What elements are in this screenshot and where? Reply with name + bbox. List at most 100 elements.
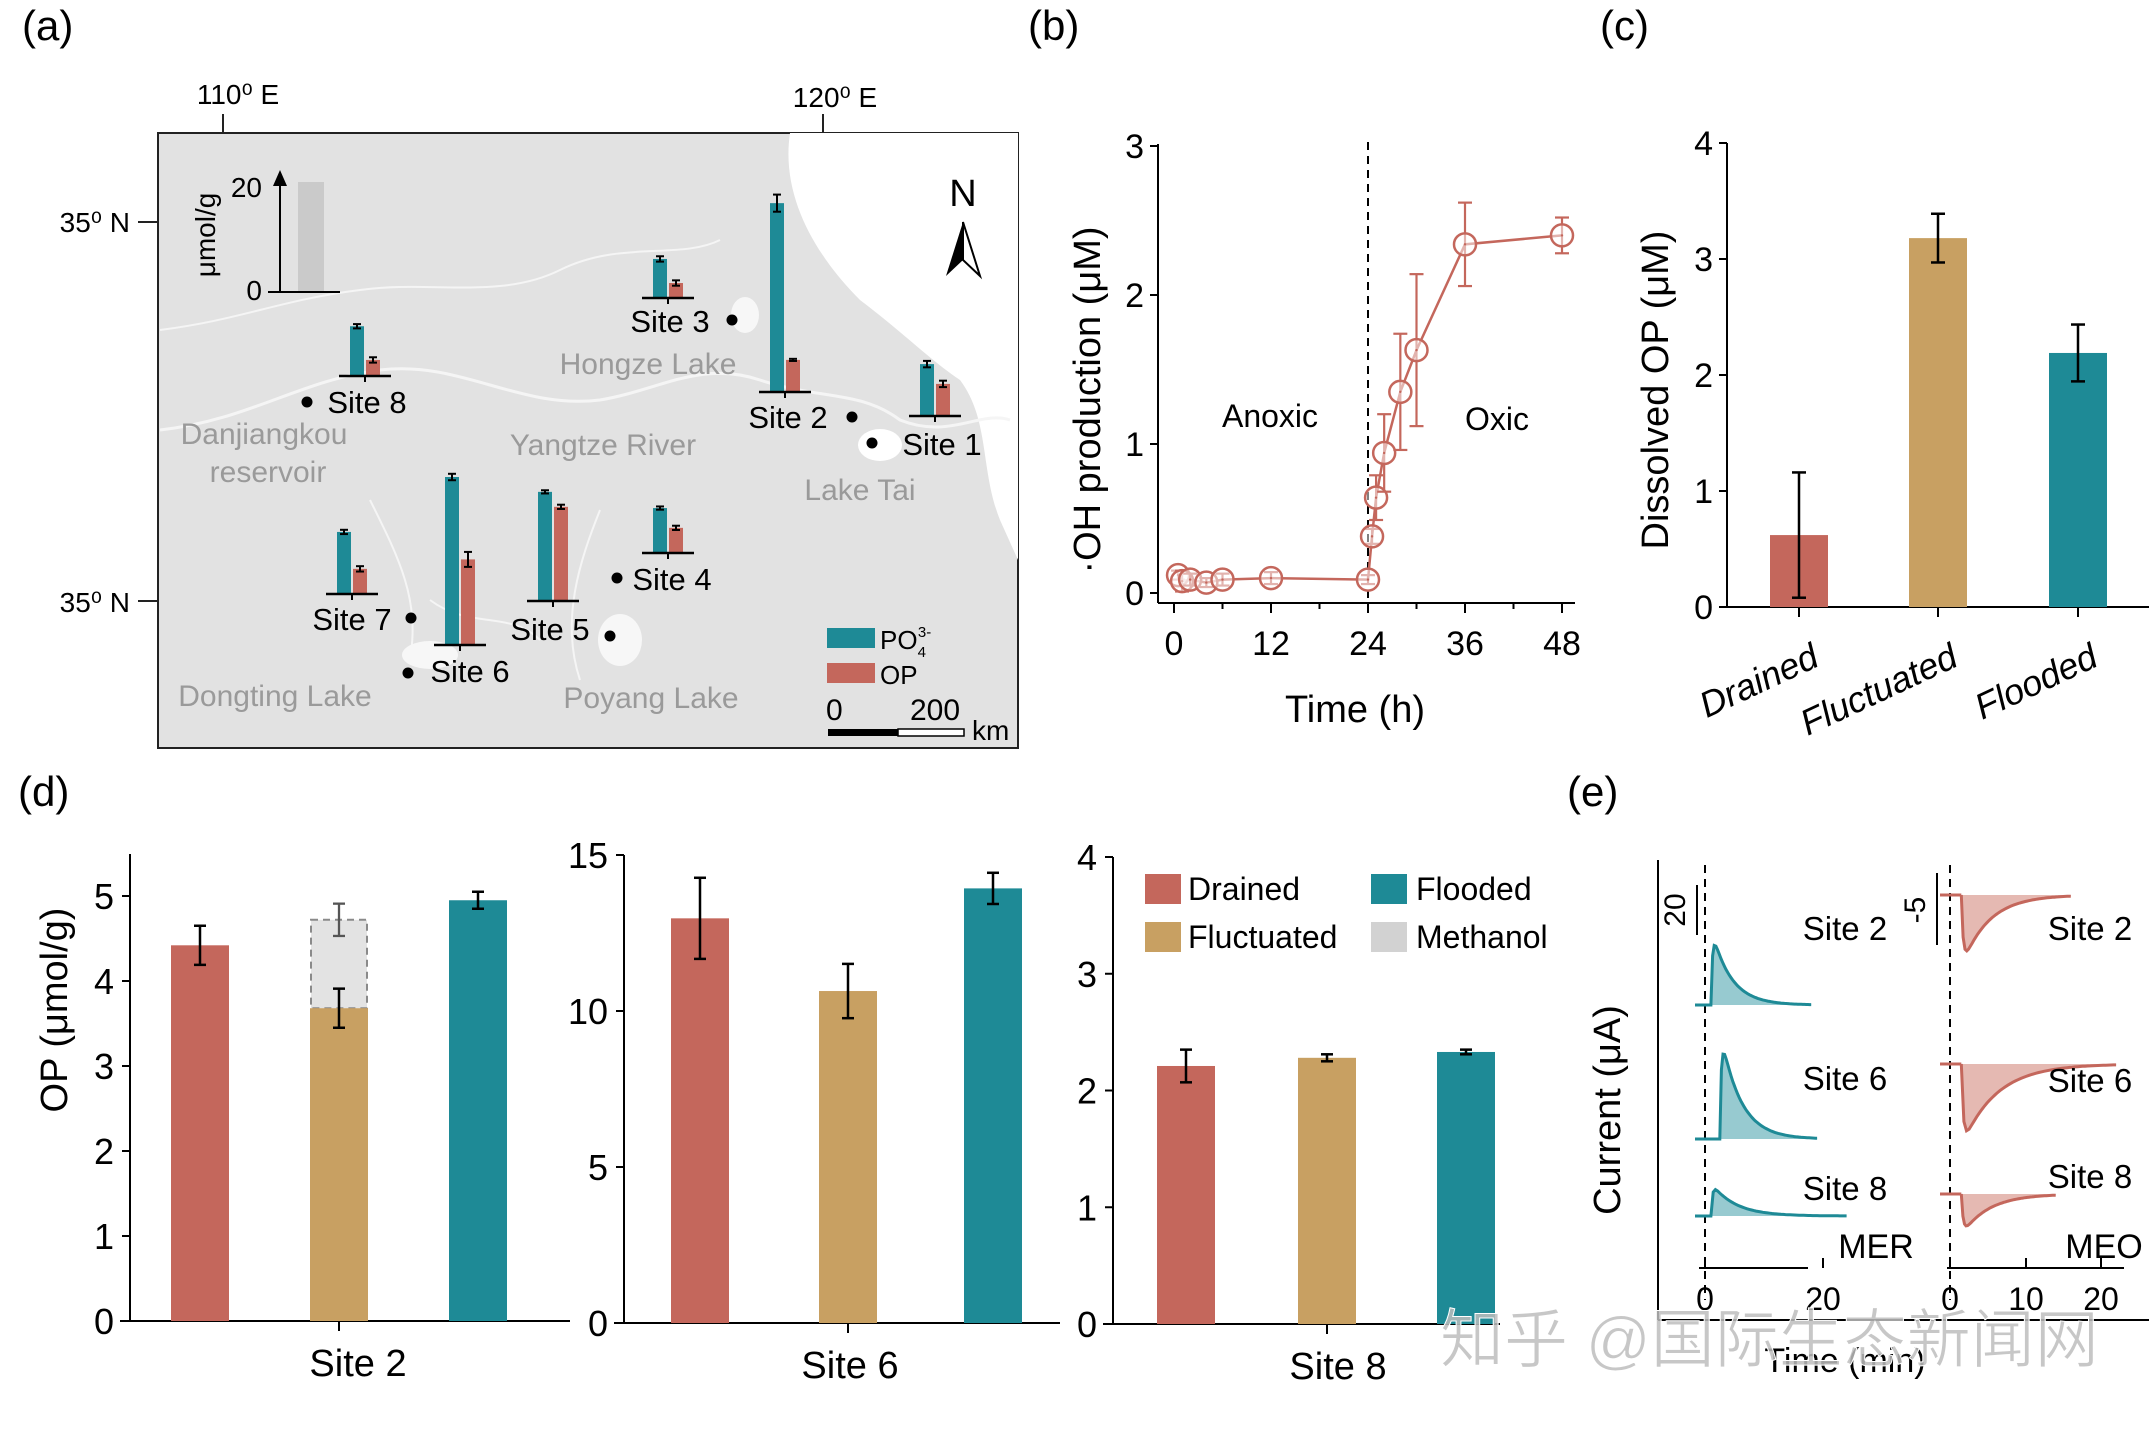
c-bar-fluctuated bbox=[1909, 238, 1967, 607]
map-site-label: Site 7 bbox=[312, 602, 391, 637]
d-bar-flooded bbox=[449, 900, 507, 1321]
site-dot-icon bbox=[301, 396, 313, 408]
d-ytick-label: 15 bbox=[568, 835, 608, 876]
e-subpanel-name: MEO bbox=[2065, 1228, 2142, 1266]
e-trace-label: Site 2 bbox=[1803, 910, 1887, 947]
map-site-label: Site 4 bbox=[632, 562, 711, 597]
b-data-point-center bbox=[1399, 390, 1402, 394]
place-label-poyang: Poyang Lake bbox=[563, 682, 738, 715]
river-tributaries bbox=[369, 499, 601, 681]
b-data-point-center bbox=[1382, 451, 1386, 455]
e-xlabel: Time (min) bbox=[1764, 1342, 1925, 1380]
lon-label-120: 120⁰ E bbox=[793, 82, 877, 113]
b-data-point-center bbox=[1415, 348, 1418, 352]
d-legend-swatch-drained bbox=[1145, 874, 1181, 904]
lake-tai-shape bbox=[858, 429, 902, 461]
inset-scale-bar bbox=[298, 182, 324, 292]
map-site-label: Site 2 bbox=[748, 400, 827, 435]
map-bar-po4 bbox=[445, 477, 459, 645]
river-yangtze bbox=[159, 367, 1011, 432]
map-bar-po4 bbox=[770, 203, 784, 392]
d-marks: 0 1 2 3 4 5 Site 2 0 5 10 15 Site 6 0 1 2 3 4 Site 8 bbox=[94, 835, 1500, 1388]
d-legend-swatch-flooded bbox=[1371, 874, 1407, 904]
lon-label-110: 110⁰ E bbox=[197, 79, 279, 110]
e-scale-label: -5 bbox=[1899, 897, 1932, 924]
c-xtick-label: Flooded bbox=[1968, 635, 2104, 728]
b-data-point-center bbox=[1366, 578, 1370, 581]
site-dot-icon bbox=[611, 572, 623, 584]
b-ytick-label: 3 bbox=[1125, 128, 1144, 166]
map-bar-po4 bbox=[337, 531, 351, 594]
map-bar-op bbox=[669, 283, 683, 298]
e-trace-label: Site 2 bbox=[2048, 910, 2132, 947]
place-label-reservoir: reservoir bbox=[210, 456, 327, 489]
b-data-point-center bbox=[1188, 578, 1192, 581]
e-trace-line bbox=[1940, 893, 2071, 953]
c-ytick-label: 4 bbox=[1694, 125, 1713, 163]
d-legend-swatch-methanol bbox=[1371, 922, 1407, 952]
site-dot-icon bbox=[402, 667, 414, 679]
watermark: 知乎 @国际生态新闻网 bbox=[1440, 1304, 2099, 1376]
map-bar-op bbox=[366, 359, 380, 376]
arrow-up-icon bbox=[273, 170, 287, 186]
d-bar-fluctuated bbox=[819, 991, 877, 1323]
e-trace-label: Site 6 bbox=[2048, 1062, 2132, 1099]
b-xtick-label: 36 bbox=[1446, 625, 1484, 663]
d-ytick-label: 1 bbox=[94, 1216, 114, 1257]
e-trace-line bbox=[1940, 1192, 2056, 1228]
panel-label-c: (c) bbox=[1600, 2, 1649, 49]
place-label-danjiangkou: Danjiangkou bbox=[181, 418, 348, 451]
d-bar-flooded bbox=[1437, 1051, 1495, 1324]
e-trace-fill bbox=[1719, 1054, 1818, 1139]
panel-label-b: (b) bbox=[1028, 2, 1079, 49]
d-legend-label-drained: Drained bbox=[1188, 871, 1300, 907]
d-ytick-label: 2 bbox=[1077, 1071, 1097, 1112]
d-ytick-label: 10 bbox=[568, 991, 608, 1032]
e-scale-label: 20 bbox=[1659, 893, 1692, 926]
inset-scale-tick-20: 20 bbox=[231, 172, 262, 203]
map-site-5: Site 5 bbox=[510, 489, 616, 647]
inset-scale: 20 0 μmol/g bbox=[190, 170, 340, 306]
e-trace-line bbox=[1695, 1187, 1847, 1218]
panel-e-current: 0 20 20 MER Site 2 Site 6 Site 8 0 10 20 -5 MEO Site… bbox=[1587, 860, 2149, 1380]
map-site-label: Site 8 bbox=[327, 385, 406, 420]
e-xtick-label: 0 bbox=[1696, 1281, 1714, 1317]
e-trace-line bbox=[1695, 1052, 1818, 1141]
map-legend: PO43- OP bbox=[827, 624, 931, 690]
map-bar-op bbox=[554, 506, 568, 601]
e-trace-fill bbox=[1961, 895, 2071, 951]
b-data-point-center bbox=[1370, 535, 1374, 538]
b-ytick-label: 1 bbox=[1125, 426, 1144, 464]
d-legend-label-methanol: Methanol bbox=[1416, 919, 1548, 955]
map-site-8: Site 8 bbox=[301, 323, 407, 420]
scale-bar-unit: km bbox=[972, 715, 1009, 746]
b-data-point-center bbox=[1463, 243, 1467, 246]
b-annotation-oxic: Oxic bbox=[1465, 401, 1529, 437]
map-bar-op bbox=[669, 527, 683, 553]
d-ytick-label: 3 bbox=[94, 1046, 114, 1087]
b-ytick-label: 0 bbox=[1125, 575, 1144, 613]
b-ytick-label: 2 bbox=[1125, 277, 1144, 315]
panel-label-a: (a) bbox=[22, 2, 73, 49]
b-annotation-anoxic: Anoxic bbox=[1222, 398, 1318, 434]
site-dot-icon bbox=[405, 612, 417, 624]
e-marks: 0 20 20 MER Site 2 Site 6 Site 8 0 10 20 -5 MEO Site… bbox=[1657, 860, 2149, 1321]
north-arrow-icon bbox=[946, 221, 983, 280]
d-legend-label-flooded: Flooded bbox=[1416, 871, 1532, 907]
d-ytick-label: 1 bbox=[1077, 1187, 1097, 1228]
panel-label-d: (d) bbox=[18, 768, 69, 815]
lat-label-lower: 35⁰ N bbox=[60, 587, 130, 618]
map-site-7: Site 7 bbox=[312, 528, 417, 637]
c-ytick-label: 3 bbox=[1694, 241, 1713, 279]
scale-bar-start: 0 bbox=[826, 694, 843, 727]
d-xlabel: Site 6 bbox=[801, 1345, 898, 1387]
e-xtick-label: 20 bbox=[1805, 1281, 1841, 1317]
c-ytick-label: 2 bbox=[1694, 357, 1713, 395]
map-bar-op bbox=[461, 559, 475, 645]
d-ytick-label: 5 bbox=[94, 876, 114, 917]
map-site-4: Site 4 bbox=[611, 505, 712, 597]
legend-label-op: OP bbox=[880, 660, 918, 690]
site-dot-icon bbox=[726, 314, 738, 326]
place-labels: Hongze Lake Danjiangkou reservoir Yangtz… bbox=[178, 348, 915, 715]
